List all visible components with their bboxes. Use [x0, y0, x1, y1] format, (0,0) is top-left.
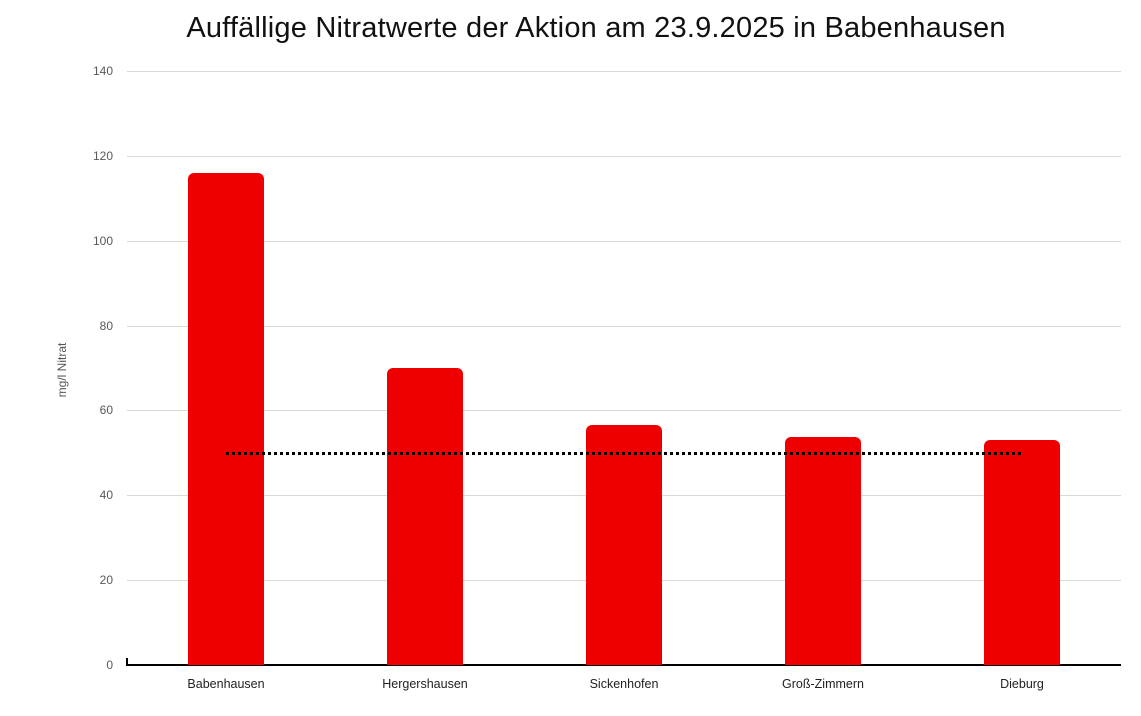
x-axis-tick	[126, 658, 128, 666]
bar-hergershausen	[387, 368, 463, 665]
y-tick-label: 80	[99, 319, 113, 333]
gridline	[127, 326, 1121, 327]
x-tick-label: Sickenhofen	[589, 677, 659, 691]
y-tick-label: 0	[106, 658, 113, 672]
bar-gro-zimmern	[785, 437, 861, 665]
y-axis-label: mg/l Nitrat	[55, 342, 69, 398]
x-tick-label: Groß-Zimmern	[782, 677, 864, 691]
y-tick-label: 60	[99, 403, 113, 417]
bar-babenhausen	[188, 173, 264, 665]
y-tick-label: 20	[99, 573, 113, 587]
gridline	[127, 241, 1121, 242]
gridline	[127, 410, 1121, 411]
bar-dieburg	[984, 440, 1060, 665]
gridline	[127, 156, 1121, 157]
x-axis-line	[127, 664, 1121, 666]
y-tick-label: 100	[92, 234, 113, 248]
y-tick-label: 120	[92, 149, 113, 163]
gridline	[127, 71, 1121, 72]
y-tick-label: 140	[92, 64, 113, 78]
threshold-line	[226, 452, 1021, 455]
y-tick-label: 40	[99, 488, 113, 502]
x-tick-label: Hergershausen	[382, 677, 468, 691]
chart-title: Auffällige Nitratwerte der Aktion am 23.…	[186, 12, 1006, 44]
x-tick-label: Babenhausen	[187, 677, 265, 691]
x-tick-label: Dieburg	[1000, 677, 1044, 691]
bar-sickenhofen	[586, 425, 662, 665]
